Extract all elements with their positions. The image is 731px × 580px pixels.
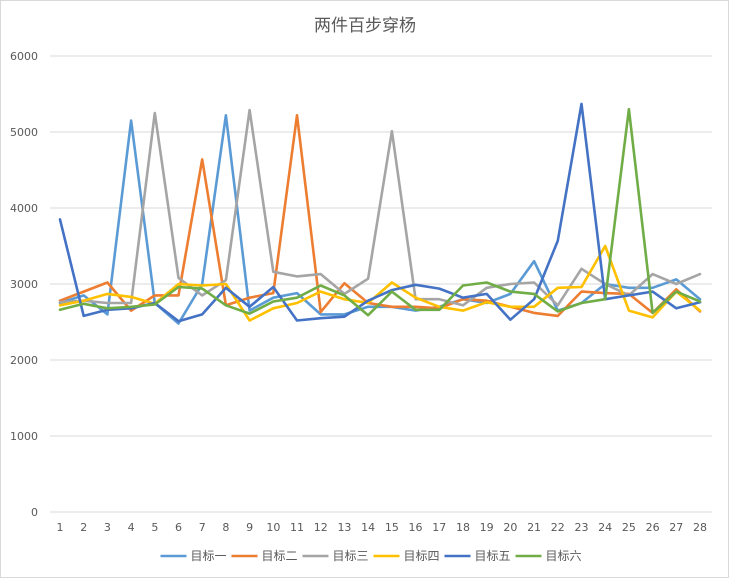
x-tick-label: 5 [151, 521, 158, 534]
y-tick-label: 1000 [10, 430, 38, 443]
x-tick-label: 8 [222, 521, 229, 534]
legend-label-2: 目标二 [262, 549, 298, 563]
x-axis-ticks: 1 2 3 4 5 6 7 8 9 10 11 12 13 14 15 16 17 18 19 20 21 22 23 24 2… [57, 521, 708, 534]
legend-label-4: 目标四 [404, 549, 440, 563]
x-tick-label: 17 [432, 521, 446, 534]
x-tick-label: 6 [175, 521, 182, 534]
x-tick-label: 14 [361, 521, 375, 534]
x-tick-label: 28 [693, 521, 707, 534]
x-tick-label: 24 [598, 521, 612, 534]
legend-label-6: 目标六 [546, 549, 582, 563]
x-tick-label: 27 [669, 521, 683, 534]
x-tick-label: 4 [128, 521, 135, 534]
y-tick-label: 5000 [10, 126, 38, 139]
x-tick-label: 12 [314, 521, 328, 534]
x-tick-label: 23 [574, 521, 588, 534]
x-tick-label: 16 [409, 521, 423, 534]
y-tick-label: 6000 [10, 50, 38, 63]
legend-label-1: 目标一 [191, 549, 227, 563]
series-line-5 [58, 102, 702, 323]
y-tick-label: 4000 [10, 202, 38, 215]
x-tick-label: 13 [337, 521, 351, 534]
x-tick-label: 19 [480, 521, 494, 534]
x-tick-label: 9 [246, 521, 253, 534]
x-tick-label: 10 [266, 521, 280, 534]
y-tick-label: 3000 [10, 278, 38, 291]
series-line-6 [58, 107, 702, 317]
y-tick-label: 2000 [10, 354, 38, 367]
x-tick-label: 7 [199, 521, 206, 534]
series-lines [58, 102, 702, 325]
series-line-4 [58, 244, 702, 322]
series-line-3 [58, 108, 702, 307]
x-tick-label: 26 [646, 521, 660, 534]
legend: 目标一 目标二 目标三 目标四 目标五 目标六 [160, 549, 582, 563]
x-tick-label: 22 [551, 521, 565, 534]
legend-label-5: 目标五 [475, 549, 511, 563]
legend-label-3: 目标三 [333, 549, 369, 563]
x-tick-label: 11 [290, 521, 304, 534]
chart-title: 两件百步穿杨 [314, 16, 416, 36]
x-tick-label: 20 [503, 521, 517, 534]
x-tick-label: 21 [527, 521, 541, 534]
x-tick-label: 18 [456, 521, 470, 534]
x-tick-label: 2 [80, 521, 87, 534]
x-tick-label: 1 [57, 521, 64, 534]
y-axis-ticks: 0 1000 2000 3000 4000 5000 6000 [10, 50, 38, 519]
gridlines [50, 55, 712, 513]
y-tick-label: 0 [31, 506, 38, 519]
x-tick-label: 15 [385, 521, 399, 534]
x-tick-label: 3 [104, 521, 111, 534]
x-tick-label: 25 [622, 521, 636, 534]
